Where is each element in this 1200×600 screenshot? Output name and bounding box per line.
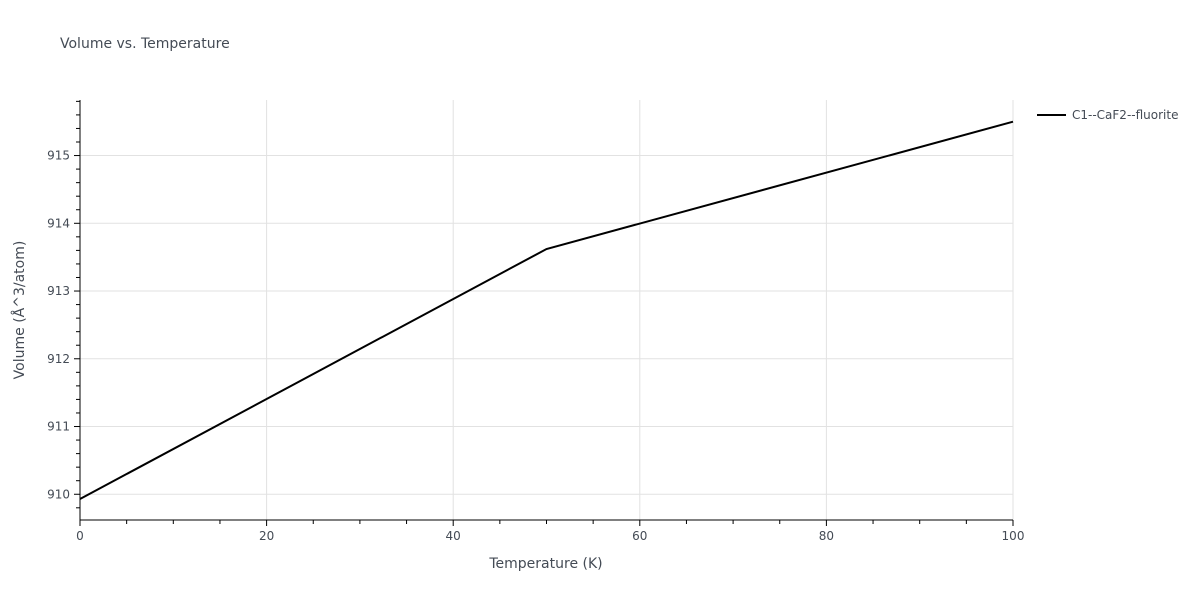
legend-label: C1--CaF2--fluorite xyxy=(1072,108,1178,122)
chart-title: Volume vs. Temperature xyxy=(60,36,230,52)
y-tick-label: 912 xyxy=(47,352,70,366)
y-tick-label: 911 xyxy=(47,420,70,434)
y-tick-label: 913 xyxy=(47,284,70,298)
y-tick-label: 914 xyxy=(47,216,70,230)
x-axis-label: Temperature (K) xyxy=(488,556,602,572)
x-tick-label: 60 xyxy=(632,529,647,543)
y-axis-label: Volume (Å^3/atom) xyxy=(11,241,28,380)
tick-labels: 0 20 40 60 80 100 910 911 912 913 914 915 xyxy=(47,149,1024,543)
x-tick-label: 20 xyxy=(259,529,274,543)
y-tick-label: 910 xyxy=(47,487,70,501)
x-tick-label: 40 xyxy=(446,529,461,543)
x-tick-label: 80 xyxy=(819,529,834,543)
y-tick-label: 915 xyxy=(47,149,70,163)
axes xyxy=(74,100,1014,526)
x-tick-label: 100 xyxy=(1002,529,1025,543)
legend[interactable]: C1--CaF2--fluorite xyxy=(1037,108,1178,122)
series-line xyxy=(79,120,1014,500)
grid-lines xyxy=(80,100,1014,520)
x-tick-label: 0 xyxy=(76,529,84,543)
series-layer xyxy=(79,120,1014,500)
